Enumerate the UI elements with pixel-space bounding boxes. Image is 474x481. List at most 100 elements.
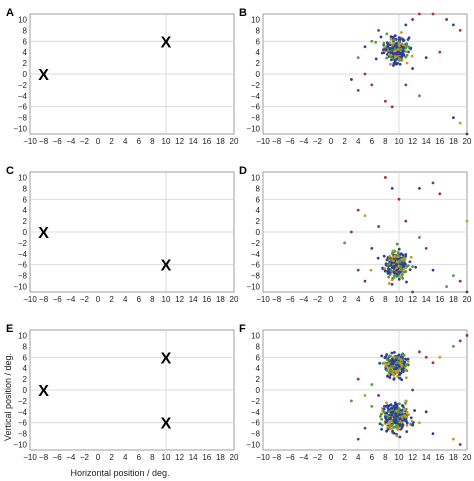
y-tick-label: 8 <box>256 184 261 193</box>
data-point <box>431 268 435 272</box>
data-point <box>411 423 414 427</box>
data-point <box>388 55 392 59</box>
panel-letter: A <box>6 7 14 19</box>
y-tick-label: −2 <box>251 81 261 90</box>
data-point <box>391 64 395 67</box>
data-point <box>392 61 396 65</box>
x-tick-label: 10 <box>162 453 171 462</box>
data-point <box>465 334 469 337</box>
data-point <box>402 259 406 263</box>
data-point <box>384 176 387 179</box>
x-tick-label: 4 <box>123 453 128 462</box>
data-point <box>404 364 407 368</box>
data-point <box>410 54 414 58</box>
data-point <box>388 254 392 258</box>
data-point <box>363 45 367 49</box>
y-tick-label: −2 <box>18 397 28 406</box>
y-tick-label: −10 <box>246 125 260 134</box>
data-point <box>398 373 402 376</box>
data-point <box>395 404 399 408</box>
data-point <box>370 404 374 408</box>
data-point <box>403 418 406 422</box>
x-tick-label: −8 <box>272 295 282 304</box>
data-point <box>405 410 409 414</box>
data-point <box>395 45 399 49</box>
data-point <box>400 364 404 368</box>
y-tick-label: 2 <box>256 375 261 384</box>
data-point <box>377 225 380 228</box>
data-point <box>374 41 378 44</box>
data-point <box>378 361 382 365</box>
x-tick-label: −8 <box>39 137 49 146</box>
data-point <box>395 62 398 66</box>
data-point <box>411 67 414 70</box>
x-tick-label: 10 <box>395 295 404 304</box>
data-point <box>356 437 360 441</box>
y-tick-label: 0 <box>256 70 261 79</box>
data-point <box>410 419 414 423</box>
data-point <box>369 268 373 272</box>
data-point <box>356 208 360 212</box>
y-tick-label: −2 <box>251 397 261 406</box>
data-point <box>408 268 412 272</box>
x-tick-label: 18 <box>449 137 458 146</box>
x-tick-label: 12 <box>408 295 417 304</box>
y-tick-label: 6 <box>23 195 28 204</box>
y-tick-label: 6 <box>23 37 28 46</box>
data-point <box>393 351 396 354</box>
data-point <box>402 43 405 47</box>
data-point <box>385 56 389 60</box>
data-point <box>399 275 403 279</box>
data-point <box>385 353 389 356</box>
data-point <box>409 255 413 259</box>
x-tick-label: 0 <box>96 137 101 146</box>
x-tick-label: 12 <box>175 137 184 146</box>
data-point <box>379 35 383 39</box>
target-marker: X <box>161 258 172 275</box>
data-point <box>350 399 353 403</box>
data-point <box>452 344 455 348</box>
data-point <box>384 48 388 52</box>
data-point <box>458 339 462 343</box>
data-point <box>400 378 404 382</box>
data-point <box>398 62 402 66</box>
data-point <box>400 31 403 34</box>
x-tick-label: 18 <box>216 453 225 462</box>
data-point <box>452 23 455 27</box>
y-tick-label: 4 <box>256 364 261 373</box>
data-point <box>389 354 392 358</box>
data-point <box>382 254 386 258</box>
data-point <box>397 197 401 201</box>
data-point <box>398 402 401 406</box>
data-point <box>381 48 385 52</box>
data-point <box>424 410 428 414</box>
data-point <box>388 41 392 45</box>
target-marker: X <box>38 225 49 242</box>
data-point <box>386 45 390 49</box>
x-tick-label: −2 <box>313 453 323 462</box>
x-tick-label: 0 <box>329 453 334 462</box>
data-point <box>431 432 435 436</box>
data-point <box>389 62 392 66</box>
data-point <box>405 430 409 434</box>
data-point <box>387 407 391 411</box>
data-point <box>438 192 442 196</box>
data-point <box>392 377 396 381</box>
data-point <box>377 28 380 32</box>
x-tick-label: −10 <box>256 137 270 146</box>
data-point <box>384 355 388 359</box>
data-point <box>383 267 387 270</box>
x-tick-label: 2 <box>109 137 114 146</box>
data-point <box>404 46 408 50</box>
data-point <box>390 105 394 109</box>
x-tick-label: −2 <box>80 137 90 146</box>
data-point <box>395 361 398 365</box>
data-point <box>383 269 387 273</box>
data-point <box>458 28 462 32</box>
x-tick-label: 10 <box>162 295 171 304</box>
y-tick-label: −4 <box>251 92 261 101</box>
data-point <box>385 369 389 372</box>
